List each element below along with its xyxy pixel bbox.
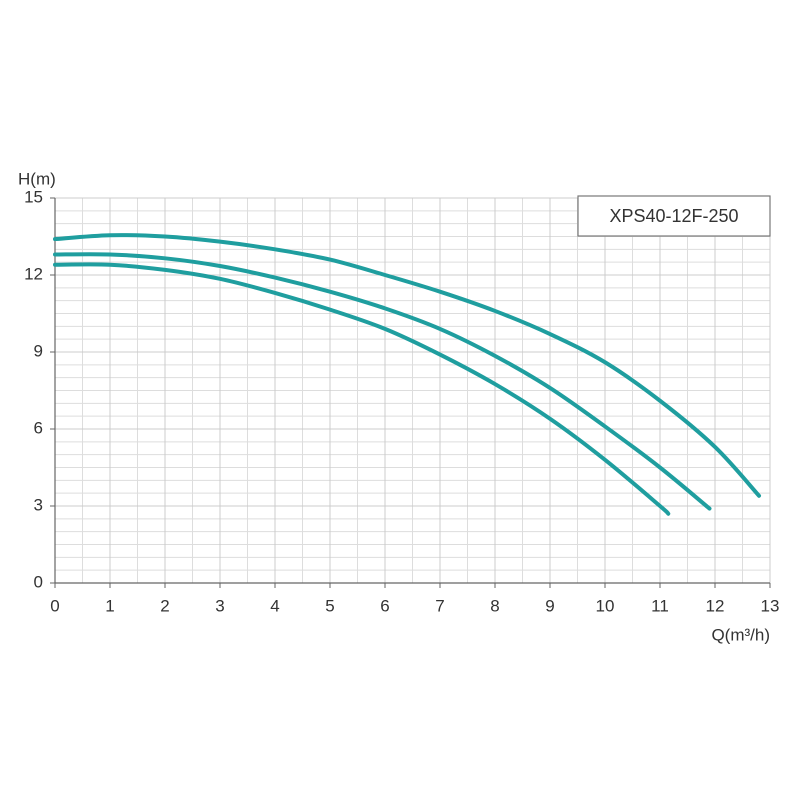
x-tick-label: 2 [160, 596, 169, 615]
x-tick-label: 4 [270, 596, 279, 615]
x-tick-label: 11 [651, 596, 669, 615]
x-tick-label: 8 [490, 596, 499, 615]
y-tick-label: 0 [34, 572, 43, 591]
x-tick-label: 9 [545, 596, 554, 615]
x-tick-label: 6 [380, 596, 389, 615]
x-tick-label: 12 [706, 596, 725, 615]
y-axis-label: H(m) [18, 169, 56, 188]
y-tick-label: 3 [34, 495, 43, 514]
x-tick-label: 0 [50, 596, 59, 615]
x-tick-label: 10 [596, 596, 615, 615]
y-tick-label: 9 [34, 341, 43, 360]
x-tick-label: 7 [435, 596, 444, 615]
title-box [577, 195, 771, 237]
chart-title: XPS40-12F-250 [609, 206, 738, 226]
pump-curve [53, 233, 761, 498]
pump-curve [53, 252, 712, 511]
x-axis-label: Q(m³/h) [711, 625, 770, 644]
x-tick-label: 3 [215, 596, 224, 615]
y-tick-label: 6 [34, 418, 43, 437]
y-tick-label: 12 [24, 264, 43, 283]
x-tick-label: 5 [325, 596, 334, 615]
x-tick-label: 13 [761, 596, 780, 615]
x-tick-label: 1 [105, 596, 114, 615]
pump-curve [53, 262, 671, 516]
y-tick-label: 15 [24, 187, 43, 206]
